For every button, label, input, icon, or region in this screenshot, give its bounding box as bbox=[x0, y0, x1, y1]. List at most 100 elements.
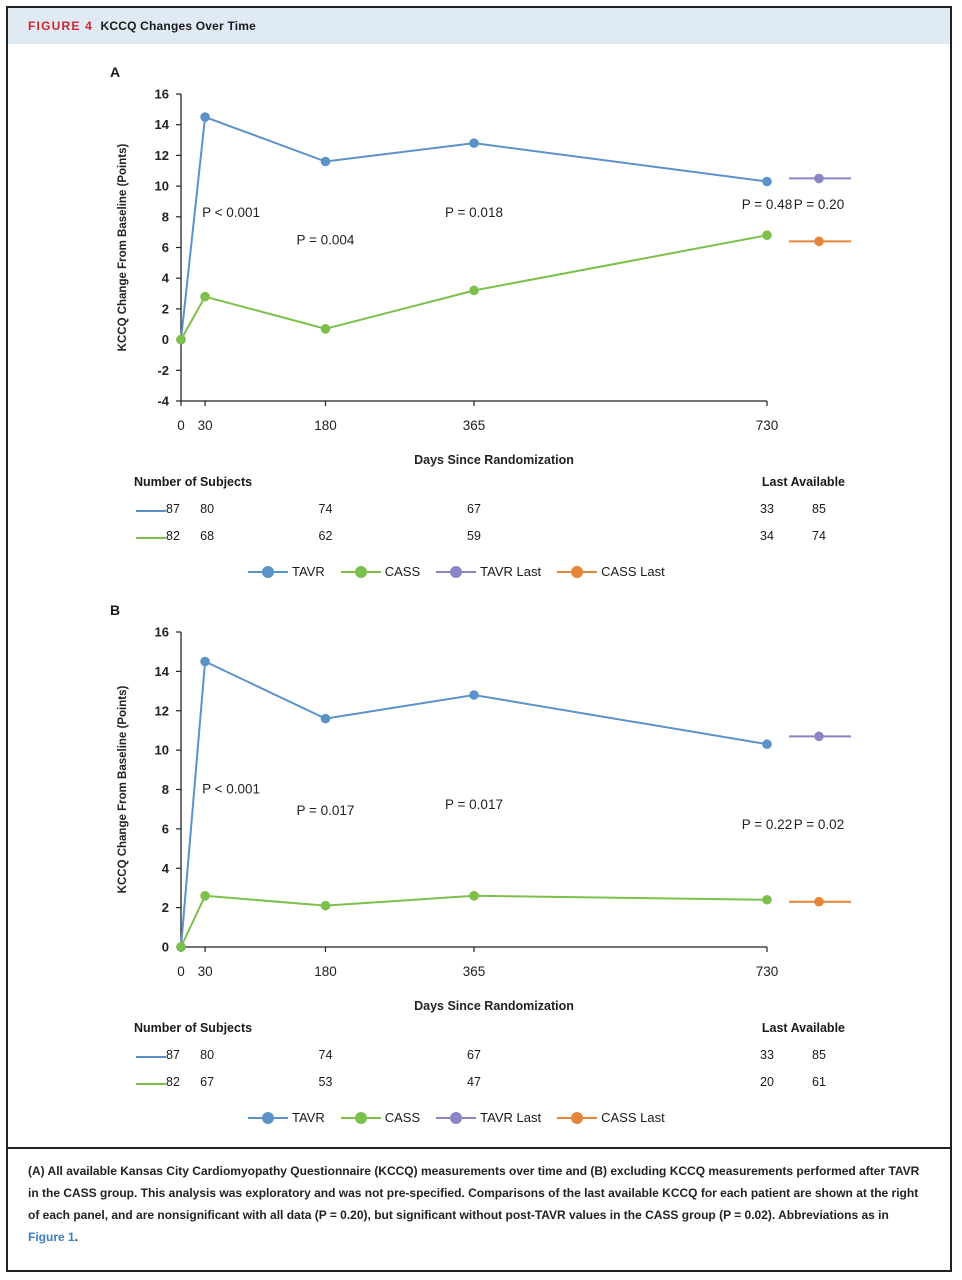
panel-a-subjects-tavr-count: 80 bbox=[200, 502, 215, 516]
panel-b-x-axis-label: Days Since Randomization bbox=[414, 999, 574, 1013]
panel-a-series-tavr-point bbox=[762, 176, 772, 187]
panel-b-subjects-tavr-count: 67 bbox=[467, 1048, 481, 1062]
panel-a-subjects-header: Number of Subjects bbox=[134, 475, 253, 489]
panel-a-p-value-annotation: P = 0.48 bbox=[742, 197, 792, 212]
panel-a-legend-swatch-cass bbox=[340, 565, 381, 578]
caption-end: . bbox=[74, 1230, 79, 1244]
panel-a-y-tick-label: 8 bbox=[162, 209, 169, 224]
panel-a-p-value-annotation: P < 0.001 bbox=[202, 205, 260, 220]
panel-b-y-tick-label: 14 bbox=[155, 664, 170, 679]
panel-a-y-tick-label: 16 bbox=[155, 87, 169, 102]
panel-a-series-cass-point bbox=[469, 285, 479, 296]
panel-b-y-tick-label: 6 bbox=[162, 821, 169, 836]
panel-a-legend-swatch-cass-last bbox=[557, 565, 598, 578]
panel-b-subjects-cass-count: 20 bbox=[760, 1075, 774, 1089]
panel-a-legend: TAVR CASS TAVR Last CASS Last bbox=[248, 564, 681, 579]
panel-b-subjects-tavr-count: 74 bbox=[318, 1048, 333, 1062]
panel-b-subjects-tavr-count: 87 bbox=[166, 1048, 180, 1062]
figure-header-bar bbox=[8, 8, 950, 44]
caption-text: (A) All available Kansas City Cardiomyop… bbox=[28, 1164, 920, 1222]
panel-a-legend-swatch-tavr-last bbox=[436, 565, 477, 578]
panel-b-p-value-annotation: P < 0.001 bbox=[202, 781, 260, 796]
panel-b-legend-label-tavr-last: TAVR Last bbox=[480, 1110, 542, 1125]
panel-b-y-tick-label: 8 bbox=[162, 782, 169, 797]
panel-a-p-value-annotation: P = 0.20 bbox=[794, 197, 844, 212]
panel-b-legend-item-tavr: TAVR bbox=[248, 1110, 325, 1125]
panel-a-x-tick-label: 0 bbox=[177, 418, 185, 433]
panel-b-y-axis-label: KCCQ Change From Baseline (Points) bbox=[117, 686, 129, 894]
panel-a-subjects-cass-swatch bbox=[136, 537, 166, 539]
panel-b-series-cass-point bbox=[176, 942, 186, 952]
panel-a-x-axis-label: Days Since Randomization bbox=[414, 453, 574, 467]
panel-a-legend-item-tavr: TAVR bbox=[248, 564, 325, 579]
panel-b-series-tavr-point bbox=[762, 739, 772, 750]
panel-a-y-tick-label: 2 bbox=[162, 301, 169, 316]
panel-b-legend-label-tavr: TAVR bbox=[292, 1110, 325, 1125]
panel-b-y-tick-label: 10 bbox=[155, 743, 169, 758]
panel-b-subjects-tavr-count: 33 bbox=[760, 1048, 774, 1062]
panel-b-series-cass-line bbox=[180, 894, 768, 948]
panel-b-legend-swatch-tavr-last bbox=[436, 1111, 477, 1124]
panel-a-series-tavr-point bbox=[320, 156, 331, 167]
panel-a-label: A bbox=[110, 64, 121, 80]
panel-b-subjects-cass-count: 47 bbox=[467, 1075, 481, 1089]
panel-b-y-tick-label: 12 bbox=[155, 703, 169, 718]
panel-a-y-tick-label: 4 bbox=[162, 271, 170, 286]
panel-b-y-tick-label: 0 bbox=[162, 940, 169, 955]
panel-b-legend-swatch-cass-last bbox=[557, 1111, 598, 1124]
panel-a-subjects-tavr-count: 74 bbox=[318, 502, 333, 516]
panel-a-series-tavr-point bbox=[200, 112, 210, 122]
figure-frame bbox=[6, 6, 952, 1272]
figure-title-text: KCCQ Changes Over Time bbox=[100, 19, 257, 33]
panel-a-subjects-cass-count: 34 bbox=[760, 529, 774, 543]
panel-b-legend-label-cass: CASS bbox=[384, 1110, 421, 1125]
panel-b-y-tick-label: 2 bbox=[162, 900, 169, 915]
panel-b-chart: 16 14 12 10 8 6 4 2 00 30 180 365 730 Days Since Rand… bbox=[117, 625, 851, 1013]
panel-b-p-value-annotation: P = 0.02 bbox=[794, 817, 844, 832]
panel-a-y-tick-label: 0 bbox=[162, 332, 169, 347]
panel-a-p-value-annotation: P = 0.018 bbox=[445, 205, 503, 220]
figure-title: FIGURE 4 KCCQ Changes Over Time bbox=[28, 19, 256, 33]
panel-b-p-value-annotation: P = 0.22 bbox=[742, 817, 792, 832]
panel-b-subjects-cass-count: 67 bbox=[200, 1075, 215, 1089]
panel-b-series-cass-point bbox=[200, 891, 210, 901]
panel-a-legend-item-cass-last: CASS Last bbox=[557, 564, 665, 579]
panel-b-label: B bbox=[110, 602, 121, 618]
panel-a-subjects-tavr-last: 85 bbox=[812, 502, 826, 516]
panel-a-legend-label-cass: CASS bbox=[384, 564, 421, 579]
panel-b-legend-item-cass: CASS bbox=[340, 1110, 421, 1125]
panel-b-subjects-tavr-count: 80 bbox=[200, 1048, 215, 1062]
panel-a-legend-item-tavr-last: TAVR Last bbox=[436, 564, 541, 579]
panel-b-x-tick-label: 0 bbox=[177, 964, 185, 979]
panel-b-legend-item-tavr-last: TAVR Last bbox=[436, 1110, 541, 1125]
panel-b-legend-swatch-cass bbox=[340, 1111, 381, 1124]
panel-a-last-available-header: Last Available bbox=[761, 475, 845, 489]
panel-b-legend-item-cass-last: CASS Last bbox=[557, 1110, 665, 1125]
panel-b-series-tavr-point bbox=[469, 690, 479, 700]
panel-b-y-tick-label: 4 bbox=[162, 861, 170, 876]
panel-a-y-tick-label: 10 bbox=[155, 179, 169, 194]
panel-b-legend: TAVR CASS TAVR Last CASS Last bbox=[248, 1110, 681, 1125]
panel-a-subjects-cass-count: 82 bbox=[166, 529, 180, 543]
panel-a-subjects-tavr-count: 33 bbox=[760, 502, 774, 516]
panel-b-legend-swatch-tavr bbox=[248, 1111, 288, 1124]
panel-a-y-tick-label: -2 bbox=[157, 363, 169, 378]
panel-a-series-tavr-point bbox=[469, 138, 479, 148]
panel-a-x-tick-label: 180 bbox=[314, 418, 337, 433]
figure-caption: (A) All available Kansas City Cardiomyop… bbox=[28, 1160, 928, 1248]
panel-a-y-tick-label: 14 bbox=[155, 117, 170, 132]
panel-b-subjects-header: Number of Subjects bbox=[134, 1021, 253, 1035]
panel-b-x-tick-label: 730 bbox=[756, 964, 779, 979]
panel-b-last-available-header: Last Available bbox=[761, 1021, 845, 1035]
panel-b-x-tick-label: 30 bbox=[198, 964, 213, 979]
panel-a-subjects-tavr-count: 87 bbox=[166, 502, 180, 516]
panel-a-legend-label-tavr: TAVR bbox=[292, 564, 325, 579]
figure-1-link[interactable]: Figure 1 bbox=[28, 1230, 75, 1244]
panel-a-subjects-cass-count: 68 bbox=[200, 529, 215, 543]
panel-b-series-tavr-point bbox=[200, 656, 210, 667]
panel-b-subjects-tavr-swatch bbox=[136, 1056, 166, 1058]
panel-b-x-tick-label: 180 bbox=[314, 964, 337, 979]
panel-a-subjects-cass-count: 62 bbox=[318, 529, 333, 543]
panel-a-x-tick-label: 30 bbox=[198, 418, 213, 433]
panel-b-cass-last-point bbox=[814, 896, 824, 907]
